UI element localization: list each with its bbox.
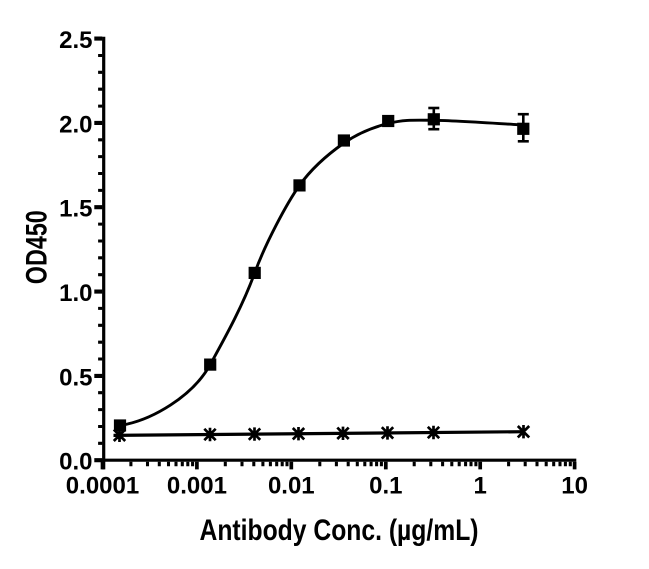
svg-text:10: 10 [561, 473, 588, 500]
svg-text:1.0: 1.0 [59, 280, 92, 307]
svg-text:OD450: OD450 [21, 210, 54, 284]
svg-text:0.5: 0.5 [59, 364, 92, 391]
svg-text:2.5: 2.5 [59, 27, 92, 54]
svg-text:Antibody Conc. (µg/mL): Antibody Conc. (µg/mL) [200, 514, 479, 547]
svg-text:0.1: 0.1 [369, 473, 402, 500]
svg-text:0.0: 0.0 [59, 449, 92, 476]
svg-text:0.01: 0.01 [268, 473, 315, 500]
svg-text:2.0: 2.0 [59, 111, 92, 138]
svg-text:0.0001: 0.0001 [66, 473, 139, 500]
svg-text:1: 1 [474, 473, 487, 500]
svg-text:1.5: 1.5 [59, 196, 92, 223]
svg-text:0.001: 0.001 [167, 473, 227, 500]
